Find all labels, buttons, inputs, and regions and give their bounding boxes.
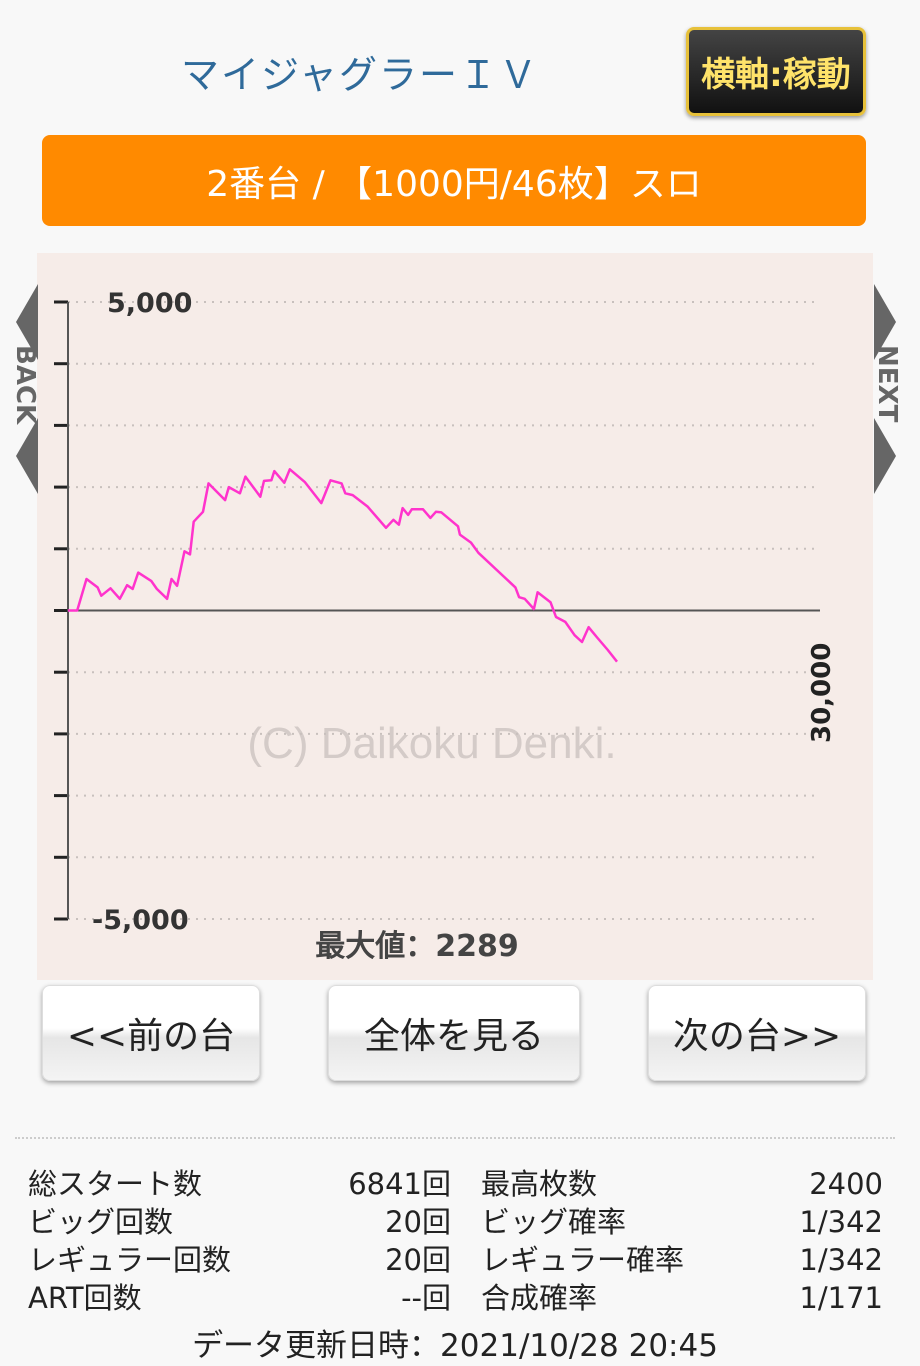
stat-value: 1/342 bbox=[799, 1205, 883, 1239]
view-all-button[interactable]: 全体を見る bbox=[328, 985, 580, 1081]
y-tick-label: -5,000 bbox=[92, 905, 189, 936]
stat-value: --回 bbox=[401, 1281, 451, 1315]
watermark: (C) Daikoku Denki. bbox=[247, 719, 616, 768]
x-axis-label: 30,000 bbox=[807, 643, 837, 743]
next-arrow-icon[interactable] bbox=[874, 418, 896, 494]
stats-table: 総スタート数 6841回 最高枚数 2400 ビッグ回数 20回 ビッグ確率 1/342 レ… bbox=[28, 1165, 883, 1317]
stat-label: レギュラー回数 bbox=[28, 1243, 232, 1277]
chart-area: (C) Daikoku Denki. 5,000 -5,000 30,000 最大値：… bbox=[37, 253, 873, 980]
stats-row: ART回数 --回 合成確率 1/171 bbox=[28, 1279, 883, 1317]
back-arrow-icon[interactable] bbox=[16, 418, 38, 494]
prev-machine-button[interactable]: <<前の台 bbox=[42, 985, 260, 1081]
stat-label: 合成確率 bbox=[481, 1281, 598, 1315]
stats-row: レギュラー回数 20回 レギュラー確率 1/342 bbox=[28, 1241, 883, 1279]
stat-label: 総スタート数 bbox=[28, 1167, 203, 1201]
machine-banner: 2番台 / 【1000円/46枚】スロ bbox=[42, 135, 866, 226]
back-label[interactable]: BACK bbox=[10, 345, 40, 425]
stat-label: ビッグ確率 bbox=[481, 1205, 627, 1239]
series-line bbox=[68, 468, 618, 663]
slump-chart: (C) Daikoku Denki. 5,000 -5,000 30,000 最大値：… bbox=[54, 288, 837, 964]
update-timestamp: データ更新日時：2021/10/28 20:45 bbox=[192, 1328, 718, 1364]
stat-label: 最高枚数 bbox=[481, 1167, 598, 1201]
next-machine-button[interactable]: 次の台>> bbox=[648, 985, 866, 1081]
stats-row: ビッグ回数 20回 ビッグ確率 1/342 bbox=[28, 1203, 883, 1241]
axis-toggle-button[interactable]: 横軸:稼動 bbox=[686, 27, 866, 116]
stat-value: 6841回 bbox=[348, 1167, 451, 1201]
back-arrow-icon[interactable] bbox=[16, 284, 38, 360]
stat-value: 2400 bbox=[809, 1167, 883, 1201]
stat-value: 20回 bbox=[385, 1243, 451, 1277]
max-value-label: 最大値：2289 bbox=[315, 929, 519, 964]
next-label[interactable]: NEXT bbox=[872, 345, 902, 423]
page-title: マイジャグラーＩＶ bbox=[180, 53, 540, 97]
stat-label: ビッグ回数 bbox=[28, 1205, 174, 1239]
stat-value: 1/342 bbox=[799, 1243, 883, 1277]
y-tick-label: 5,000 bbox=[107, 288, 192, 319]
stat-label: レギュラー確率 bbox=[481, 1243, 685, 1277]
stats-row: 総スタート数 6841回 最高枚数 2400 bbox=[28, 1165, 883, 1203]
stat-value: 20回 bbox=[385, 1205, 451, 1239]
next-arrow-icon[interactable] bbox=[874, 284, 896, 360]
stat-value: 1/171 bbox=[799, 1281, 883, 1315]
divider bbox=[15, 1137, 895, 1139]
stat-label: ART回数 bbox=[28, 1281, 142, 1315]
